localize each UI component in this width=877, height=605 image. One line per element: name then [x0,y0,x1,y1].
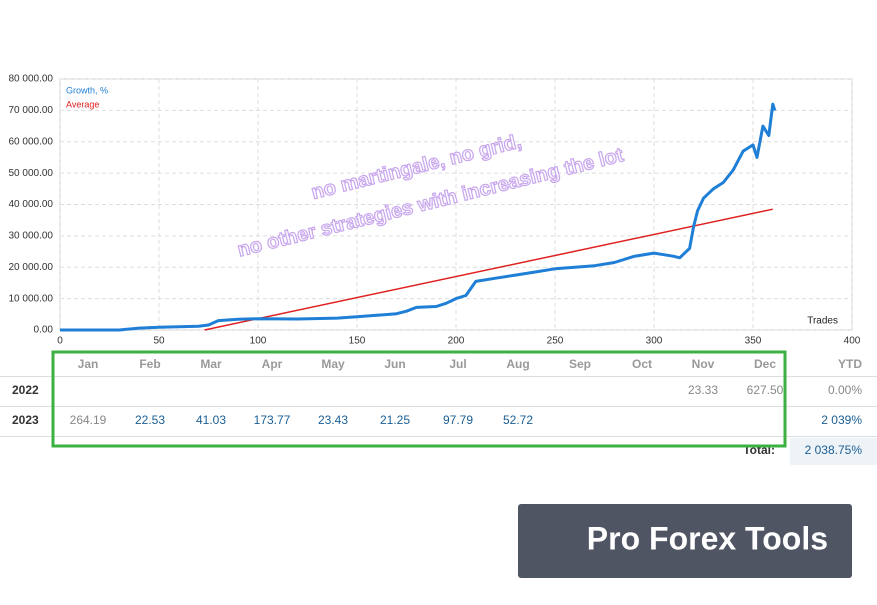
cell-value: 52.72 [503,413,533,427]
x-tick-label: 250 [547,336,564,347]
watermark: no martingale, no grid,no other strategi… [235,130,627,262]
x-axis-label: Trades [807,316,838,327]
column-header: Mar [200,357,222,371]
column-header: Sep [569,357,591,371]
row-divider [0,436,877,437]
y-tick-label: 80 000.00 [9,74,54,85]
cell-value: 97.79 [443,413,473,427]
y-tick-label: 70 000.00 [9,105,54,116]
total-box [790,438,877,465]
y-tick-label: 10 000.00 [9,293,54,304]
badge-text: Pro Forex Tools [587,520,828,556]
column-header: Jul [449,357,466,371]
series-line [204,208,773,331]
legend-entry: Average [66,99,99,109]
series-line [60,102,777,332]
highlight-box [51,350,787,448]
row-year: 2022 [12,383,39,397]
badge [518,504,852,578]
total-value: 2 038.75% [805,443,863,457]
column-header: May [321,357,345,371]
x-tick-label: 0 [57,336,63,347]
column-header: Apr [262,357,283,371]
x-tick-label: 50 [153,336,165,347]
legend-entry: Growth, % [66,85,108,95]
x-tick-label: 150 [349,336,366,347]
cell-value: 23.43 [318,413,348,427]
column-header: Aug [506,357,529,371]
column-header: Oct [632,357,652,371]
column-header: Feb [139,357,160,371]
row-year: 2023 [12,413,39,427]
cell-value: 264.19 [70,413,107,427]
column-header: Jun [384,357,405,371]
cell-value: 23.33 [688,383,718,397]
column-header: YTD [838,357,862,371]
ytd-value: 2 039% [821,413,862,427]
y-tick-label: 0.00 [34,325,54,336]
row-divider [0,406,877,407]
ytd-value: 0.00% [828,383,862,397]
y-tick-label: 20 000.00 [9,262,54,273]
column-header: Jan [78,357,99,371]
column-header: Dec [754,357,776,371]
cell-value: 21.25 [380,413,410,427]
x-tick-label: 100 [250,336,267,347]
row-divider [0,376,877,377]
x-tick-label: 300 [646,336,663,347]
y-tick-label: 60 000.00 [9,136,54,147]
x-tick-label: 200 [448,336,465,347]
cell-value: 173.77 [254,413,291,427]
cell-value: 627.50 [747,383,784,397]
cell-value: 22.53 [135,413,165,427]
y-tick-label: 50 000.00 [9,168,54,179]
y-tick-label: 40 000.00 [9,199,54,210]
x-tick-label: 350 [745,336,762,347]
cell-value: 41.03 [196,413,226,427]
x-tick-label: 400 [844,336,861,347]
y-tick-label: 30 000.00 [9,231,54,242]
column-header: Nov [692,357,715,371]
